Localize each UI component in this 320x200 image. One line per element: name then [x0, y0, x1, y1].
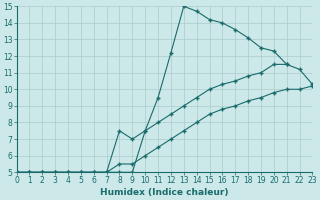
X-axis label: Humidex (Indice chaleur): Humidex (Indice chaleur): [100, 188, 229, 197]
